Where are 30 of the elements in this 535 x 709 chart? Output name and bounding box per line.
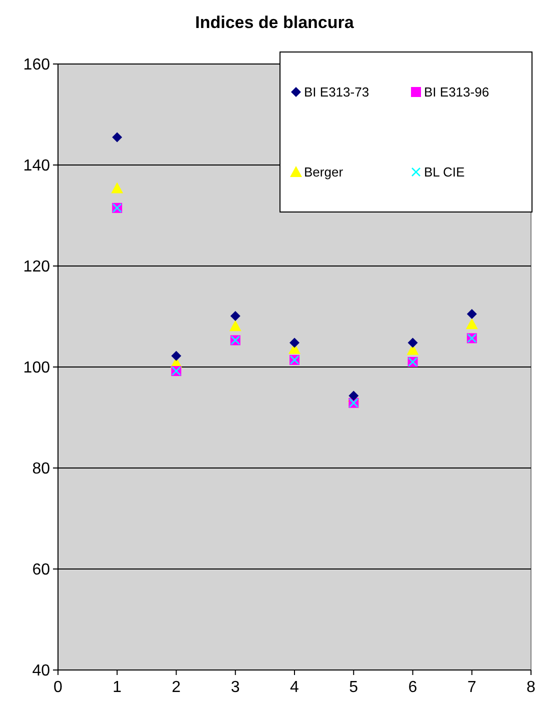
- point: [230, 310, 240, 321]
- point: [408, 338, 418, 348]
- y-tick-label: 140: [23, 158, 50, 175]
- legend-label: Berger: [304, 164, 344, 180]
- x-tick-label: 5: [349, 679, 358, 696]
- y-tick-label: 40: [32, 662, 50, 680]
- point: [466, 308, 477, 319]
- x-tick-label: 3: [230, 679, 240, 696]
- x-tick-label: 8: [526, 679, 535, 696]
- legend-label: BL CIE: [424, 164, 466, 180]
- y-tick-label: 100: [23, 360, 50, 377]
- legend-label: BI E313-73: [304, 84, 370, 100]
- point: [171, 350, 182, 361]
- x-tick-label: 4: [290, 679, 300, 696]
- chart-title: Indices de blancura: [195, 13, 354, 32]
- point: [112, 132, 122, 142]
- x-tick-label: 7: [467, 679, 476, 696]
- x-tick-label: 6: [408, 679, 418, 696]
- point: [466, 318, 478, 330]
- point: [229, 320, 242, 332]
- y-tick-label: 60: [32, 562, 50, 579]
- y-tick-label: 160: [23, 56, 50, 74]
- point: [290, 338, 300, 348]
- legend-label: BI E313-96: [424, 84, 490, 100]
- x-tick-label: 2: [172, 679, 181, 696]
- y-tick-label: 80: [32, 460, 50, 478]
- y-tick-label: 120: [23, 258, 50, 276]
- point: [111, 182, 124, 194]
- x-tick-label: 1: [112, 679, 122, 696]
- x-tick-label: 0: [54, 679, 63, 696]
